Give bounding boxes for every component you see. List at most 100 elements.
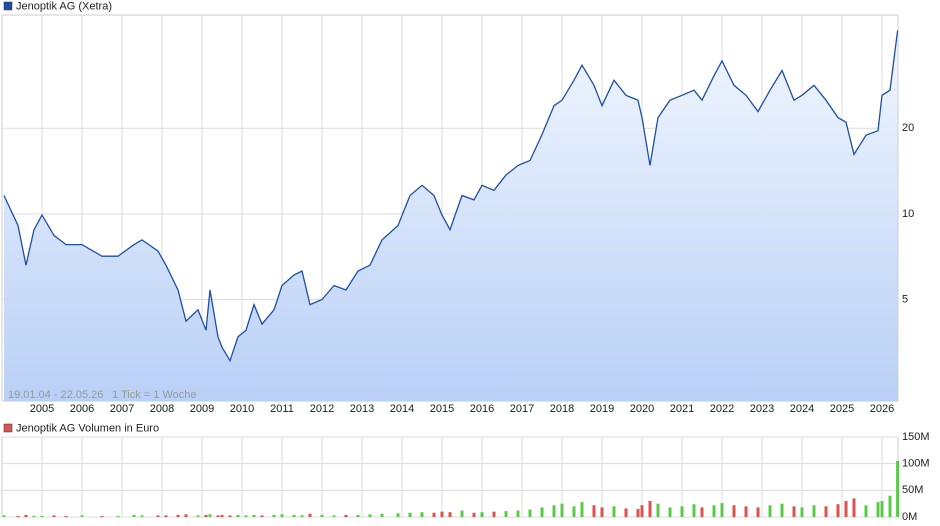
volume-bar <box>292 514 296 517</box>
volume-bar <box>432 512 436 517</box>
volume-bar <box>32 515 36 517</box>
volume-bar <box>140 515 144 517</box>
volume-bar <box>244 515 248 517</box>
x-tick-label: 2022 <box>710 403 734 415</box>
volume-bar <box>280 514 284 517</box>
volume-bar <box>24 514 28 517</box>
volume-bar <box>812 505 816 517</box>
y-tick-label: 100M <box>902 458 930 470</box>
volume-bar <box>332 515 336 517</box>
volume-bar <box>836 504 840 517</box>
volume-bar <box>272 514 276 517</box>
volume-bar <box>824 506 828 517</box>
volume-bar <box>624 508 628 517</box>
x-tick-label: 2009 <box>190 403 214 415</box>
volume-bar <box>780 503 784 517</box>
volume-bar <box>680 506 684 517</box>
y-tick-label: 0M <box>902 511 917 523</box>
volume-bar <box>396 513 400 517</box>
volume-bar <box>480 512 484 517</box>
volume-bar <box>164 515 168 517</box>
volume-bar <box>540 507 544 517</box>
x-tick-label: 2006 <box>70 403 94 415</box>
x-tick-label: 2010 <box>230 403 254 415</box>
volume-bar <box>852 498 856 517</box>
volume-bar <box>800 507 804 517</box>
volume-bar <box>356 514 360 517</box>
volume-bar <box>216 515 220 517</box>
legend-label: Jenoptik AG Volumen in Euro <box>16 422 159 434</box>
y-tick-label: 20 <box>902 122 914 134</box>
volume-bar <box>896 461 900 517</box>
volume-bar <box>252 514 256 517</box>
volume-bar <box>580 502 584 517</box>
plot-frame <box>1 436 899 518</box>
volume-bar <box>640 505 644 517</box>
volume-bar <box>204 514 208 517</box>
volume-bar <box>880 501 884 517</box>
volume-bar <box>888 495 892 517</box>
volume-bar <box>792 506 796 517</box>
x-tick-label: 2026 <box>870 403 894 415</box>
volume-bar <box>600 507 604 517</box>
volume-bar <box>132 514 136 517</box>
volume-bar <box>196 515 200 517</box>
x-tick-label: 2025 <box>830 403 854 415</box>
volume-bar <box>116 515 120 517</box>
volume-bar <box>260 515 264 517</box>
volume-bar <box>380 513 384 517</box>
volume-bar <box>420 512 424 517</box>
date-range: 19.01.04 - 22.05.26 <box>8 389 103 401</box>
x-tick-label: 2024 <box>790 403 814 415</box>
volume-bar <box>228 515 232 517</box>
volume-bar <box>592 505 596 517</box>
volume-bar <box>560 503 564 517</box>
volume-bar <box>448 512 452 517</box>
volume-bar <box>668 507 672 517</box>
x-tick-label: 2014 <box>390 403 414 415</box>
volume-bar <box>876 502 880 517</box>
volume-bar <box>156 515 160 517</box>
volume-bar <box>440 511 444 517</box>
x-tick-label: 2016 <box>470 403 494 415</box>
volume-bar <box>40 515 44 517</box>
volume-bar <box>504 511 508 517</box>
volume-bar <box>320 514 324 517</box>
price-area <box>4 30 898 401</box>
x-tick-label: 2019 <box>590 403 614 415</box>
volume-bar <box>768 505 772 517</box>
legend-swatch <box>3 1 13 11</box>
x-tick-label: 2012 <box>310 403 334 415</box>
volume-bar <box>176 514 180 517</box>
x-tick-label: 2017 <box>510 403 534 415</box>
volume-bar <box>80 515 84 517</box>
x-tick-label: 2020 <box>630 403 654 415</box>
volume-bar <box>516 510 520 517</box>
volume-bar <box>300 515 304 517</box>
volume-bar <box>692 504 696 517</box>
y-tick-label: 10 <box>902 208 914 220</box>
volume-bar <box>744 506 748 517</box>
x-tick-label: 2005 <box>30 403 54 415</box>
x-tick-label: 2015 <box>430 403 454 415</box>
volume-bar <box>460 510 464 517</box>
volume-bar <box>52 515 56 517</box>
x-tick-label: 2008 <box>150 403 174 415</box>
volume-bar <box>712 505 716 517</box>
volume-bar <box>184 514 188 517</box>
volume-bar <box>864 505 868 517</box>
volume-bar <box>344 514 348 517</box>
volume-bar <box>552 505 556 517</box>
y-tick-label: 50M <box>902 484 923 496</box>
x-tick-label: 2021 <box>670 403 694 415</box>
volume-bar <box>64 515 68 517</box>
y-tick-label: 150M <box>902 431 930 443</box>
volume-bar <box>636 509 640 517</box>
volume-bar <box>700 507 704 517</box>
volume-bar <box>732 505 736 517</box>
volume-bar <box>648 501 652 517</box>
volume-bar <box>528 509 532 517</box>
y-tick-label: 5 <box>902 293 908 305</box>
volume-bar <box>308 513 312 517</box>
volume-bar <box>16 515 20 517</box>
